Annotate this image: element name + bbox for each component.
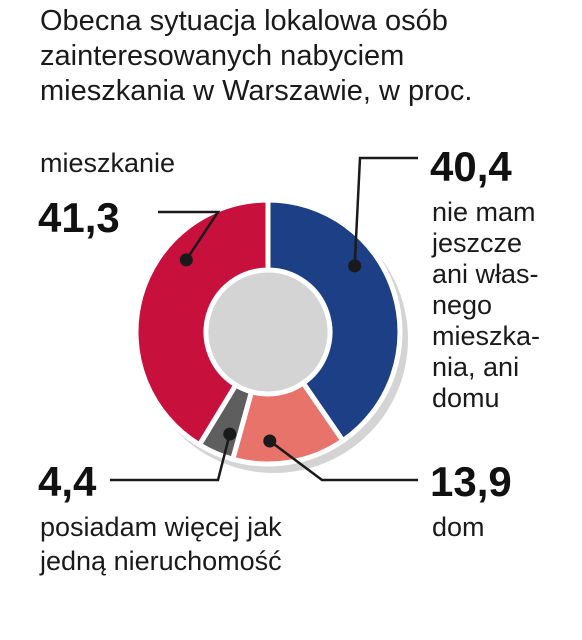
category-label: posiadam więcej jak bbox=[40, 512, 282, 542]
leader-line bbox=[110, 433, 231, 482]
leader-dot bbox=[179, 253, 193, 267]
title-line: mieszkania w Warszawie, w proc. bbox=[40, 75, 472, 107]
data-label: 13,9 bbox=[430, 458, 512, 505]
data-label: 41,3 bbox=[38, 194, 120, 241]
leader-dot bbox=[348, 259, 362, 273]
title-line: zainteresowanych nabyciem bbox=[40, 40, 404, 72]
category-label: jedną nieruchomość bbox=[39, 546, 282, 576]
slice-label-house: 13,9 dom bbox=[430, 458, 512, 542]
category-label: jeszcze bbox=[431, 228, 522, 258]
category-label: mieszka- bbox=[432, 321, 540, 351]
slice-flat bbox=[133, 197, 271, 449]
data-label: 40,4 bbox=[430, 143, 512, 190]
leader-line bbox=[269, 439, 418, 482]
slice-label-flat: mieszkanie 41,3 bbox=[38, 148, 175, 241]
category-label: dom bbox=[432, 512, 485, 542]
slice-label-no-home: 40,4 nie mam jeszcze ani włas- nego mies… bbox=[430, 143, 540, 413]
leader-line bbox=[158, 210, 221, 261]
category-label: nego bbox=[432, 290, 492, 320]
leader-dot bbox=[223, 427, 237, 441]
category-label: nia, ani bbox=[432, 352, 519, 382]
leader-line bbox=[353, 156, 418, 266]
chart-title: Obecna sytuacja lokalowa osób zaintereso… bbox=[40, 5, 472, 107]
title-line: Obecna sytuacja lokalowa osób bbox=[40, 5, 448, 37]
slice-label-multiple: 4,4 posiadam więcej jak jedną nieruchomo… bbox=[38, 458, 282, 576]
category-label: nie mam bbox=[432, 197, 536, 227]
data-label: 4,4 bbox=[38, 458, 97, 505]
category-label: mieszkanie bbox=[40, 148, 175, 178]
category-label: ani włas- bbox=[432, 259, 539, 289]
leader-dot bbox=[263, 434, 277, 448]
slice-no-home bbox=[265, 197, 403, 445]
category-label: domu bbox=[432, 383, 500, 413]
